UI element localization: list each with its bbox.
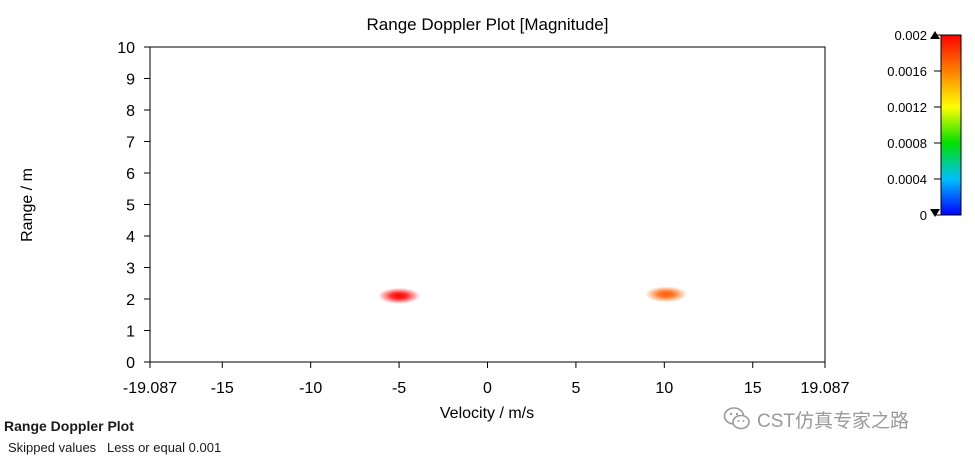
range-doppler-peak [645, 286, 688, 303]
x-tick-label: -10 [299, 380, 322, 397]
chart-title: Range Doppler Plot [Magnitude] [366, 15, 609, 34]
y-tick-label: 2 [126, 292, 135, 309]
colorbar-tick-label: 0.0004 [887, 172, 927, 187]
y-axis: 0 1 2 3 4 5 6 7 8 9 10 [117, 40, 150, 372]
x-tick-label: -5 [392, 380, 406, 397]
colorbar-tick-label: 0.0008 [887, 136, 927, 151]
watermark: CST仿真专家之路 [723, 404, 909, 434]
x-tick-label: 0 [483, 380, 492, 397]
y-tick-label: 4 [126, 229, 135, 246]
colorbar-tick-label: 0.002 [894, 28, 927, 43]
x-tick-label: -15 [211, 380, 234, 397]
colorbar-tick-label: 0 [920, 208, 927, 223]
y-tick-label: 3 [126, 261, 135, 278]
y-tick-label: 9 [126, 72, 135, 89]
colorbar-tick-label: 0.0016 [887, 64, 927, 79]
x-tick-label: -19.087 [123, 380, 177, 397]
footer-title: Range Doppler Plot [4, 418, 134, 434]
x-tick-label: 5 [571, 380, 580, 397]
colorbar: 0 0.0004 0.0008 0.0012 0.0016 0.002 [887, 28, 962, 223]
y-tick-label: 6 [126, 166, 135, 183]
y-tick-label: 1 [126, 324, 135, 341]
x-tick-label: 19.087 [801, 380, 850, 397]
x-tick-label: 15 [744, 380, 762, 397]
y-tick-label: 7 [126, 135, 135, 152]
watermark-text: CST仿真专家之路 [757, 410, 910, 432]
y-tick-label: 0 [126, 355, 135, 372]
colorbar-min-handle[interactable] [930, 209, 940, 217]
y-tick-label: 8 [126, 103, 135, 120]
colorbar-max-handle[interactable] [930, 31, 940, 39]
skipped-values-note: Skipped values Less or equal 0.001 [8, 440, 222, 455]
colorbar-scale [940, 34, 962, 216]
x-tick-label: 10 [655, 380, 673, 397]
heatmap-layer [378, 286, 688, 304]
y-axis-label: Range / m [19, 168, 36, 242]
y-tick-label: 10 [117, 40, 135, 57]
plot-area [149, 46, 826, 363]
y-tick-label: 5 [126, 198, 135, 215]
range-doppler-peak [378, 287, 421, 304]
colorbar-tick-label: 0.0012 [887, 100, 927, 115]
x-axis: -19.087 -15 -10 -5 0 5 10 15 19.087 [123, 362, 850, 397]
wechat-icon [723, 407, 750, 430]
x-axis-label: Velocity / m/s [440, 405, 534, 422]
